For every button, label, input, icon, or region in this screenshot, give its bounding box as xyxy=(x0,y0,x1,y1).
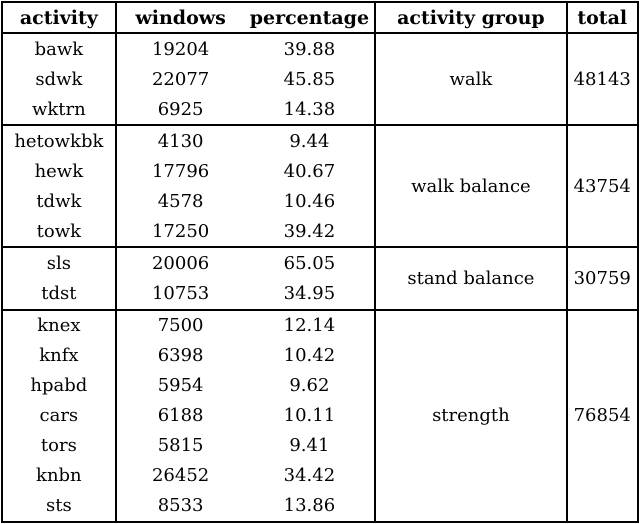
windows-cell: 20006 xyxy=(151,252,210,274)
activity-cell: hetowkbk xyxy=(2,125,117,157)
total-cell: 76854 xyxy=(566,309,638,524)
windows-cell: 26452 xyxy=(151,465,210,487)
total-cell: 48143 xyxy=(566,33,638,127)
activity-cell: sls xyxy=(2,247,117,279)
windows-cell: 6188 xyxy=(157,405,204,427)
percentage-cell: 14.38 xyxy=(244,94,377,127)
percentage-cell: 45.85 xyxy=(244,64,377,95)
table-row: tdst 10753 34.95 xyxy=(2,278,638,311)
table-row: hetowkbk 4130 9.44 walk balance 43754 xyxy=(2,125,638,249)
activity-cell: sdwk xyxy=(2,64,117,95)
percentage-cell: 10.42 xyxy=(244,340,377,371)
table-row: cars 6188 10.11 xyxy=(2,400,638,431)
windows-cell: 5954 xyxy=(157,375,204,397)
activity-cell: wktrn xyxy=(2,94,117,127)
windows-cell: 6398 xyxy=(157,345,204,367)
windows-cell: 17250 xyxy=(115,216,245,249)
windows-cell: 19204 xyxy=(151,38,210,60)
activity-cell: sts xyxy=(2,490,117,524)
percentage-cell: 9.44 xyxy=(244,125,377,157)
activity-group-cell: walk balance xyxy=(375,125,568,249)
table-row: sdwk 22077 45.85 xyxy=(2,64,638,95)
activity-cell: knex xyxy=(2,309,117,341)
activity-cell: tdst xyxy=(2,278,117,311)
table-row: hewk 17796 40.67 xyxy=(2,156,638,187)
table-row: hpabd 5954 9.62 xyxy=(2,370,638,401)
header-windows: windows xyxy=(115,2,245,34)
header-percentage: percentage xyxy=(244,2,377,34)
table-row: sls 20006 65.05 stand balance 30759 xyxy=(2,247,638,311)
windows-cell: 8533 xyxy=(115,490,245,524)
table-row: tors 5815 9.41 xyxy=(2,430,638,461)
table-row: knbn 26452 34.42 xyxy=(2,460,638,491)
percentage-cell: 40.67 xyxy=(244,156,377,187)
percentage-cell: 34.95 xyxy=(244,278,377,311)
activity-group-cell: strength xyxy=(375,309,568,524)
windows-cell: 7500 xyxy=(157,315,204,337)
activity-cell: bawk xyxy=(2,33,117,65)
activity-group-cell: stand balance xyxy=(375,247,568,311)
header-total: total xyxy=(566,2,638,34)
activity-cell: towk xyxy=(2,216,117,249)
total-cell: 43754 xyxy=(566,125,638,249)
windows-cell: 6925 xyxy=(115,94,245,127)
activity-cell: cars xyxy=(2,400,117,431)
windows-cell: 4130 xyxy=(157,130,204,152)
activity-cell: hewk xyxy=(2,156,117,187)
table-header: activity windows percentage activity gro… xyxy=(2,2,638,34)
percentage-cell: 10.46 xyxy=(244,186,377,217)
percentage-cell: 9.62 xyxy=(244,370,377,401)
activity-cell: tdwk xyxy=(2,186,117,217)
table-row: bawk 19204 39.88 walk 48143 xyxy=(2,33,638,127)
header-activity: activity xyxy=(2,2,117,34)
percentage-cell: 34.42 xyxy=(244,460,377,491)
windows-cell: 4578 xyxy=(157,190,204,212)
header-row: activity windows percentage activity gro… xyxy=(2,2,638,34)
windows-cell: 5815 xyxy=(157,435,204,457)
percentage-cell: 39.88 xyxy=(244,33,377,65)
table-row: knex 7500 12.14 strength 76854 xyxy=(2,309,638,524)
activity-cell: tors xyxy=(2,430,117,461)
total-cell: 30759 xyxy=(566,247,638,311)
windows-cell: 22077 xyxy=(151,68,210,90)
table-row: wktrn 6925 14.38 xyxy=(2,94,638,127)
table-row: towk 17250 39.42 xyxy=(2,216,638,249)
percentage-cell: 65.05 xyxy=(244,247,377,279)
activity-cell: knbn xyxy=(2,460,117,491)
table-row: tdwk 4578 10.46 xyxy=(2,186,638,217)
percentage-cell: 13.86 xyxy=(244,490,377,524)
percentage-cell: 39.42 xyxy=(244,216,377,249)
header-activity-group: activity group xyxy=(375,2,568,34)
windows-cell: 17796 xyxy=(151,160,210,182)
activity-cell: knfx xyxy=(2,340,117,371)
table-row: sts 8533 13.86 xyxy=(2,490,638,524)
activity-group-cell: walk xyxy=(375,33,568,127)
percentage-cell: 10.11 xyxy=(244,400,377,431)
activity-cell: hpabd xyxy=(2,370,117,401)
percentage-cell: 9.41 xyxy=(244,430,377,461)
windows-cell: 10753 xyxy=(115,278,245,311)
table-body: bawk 19204 39.88 walk 48143 sdwk 22077 45.85 wkt… xyxy=(2,33,638,524)
percentage-cell: 12.14 xyxy=(244,309,377,341)
table-row: knfx 6398 10.42 xyxy=(2,340,638,371)
